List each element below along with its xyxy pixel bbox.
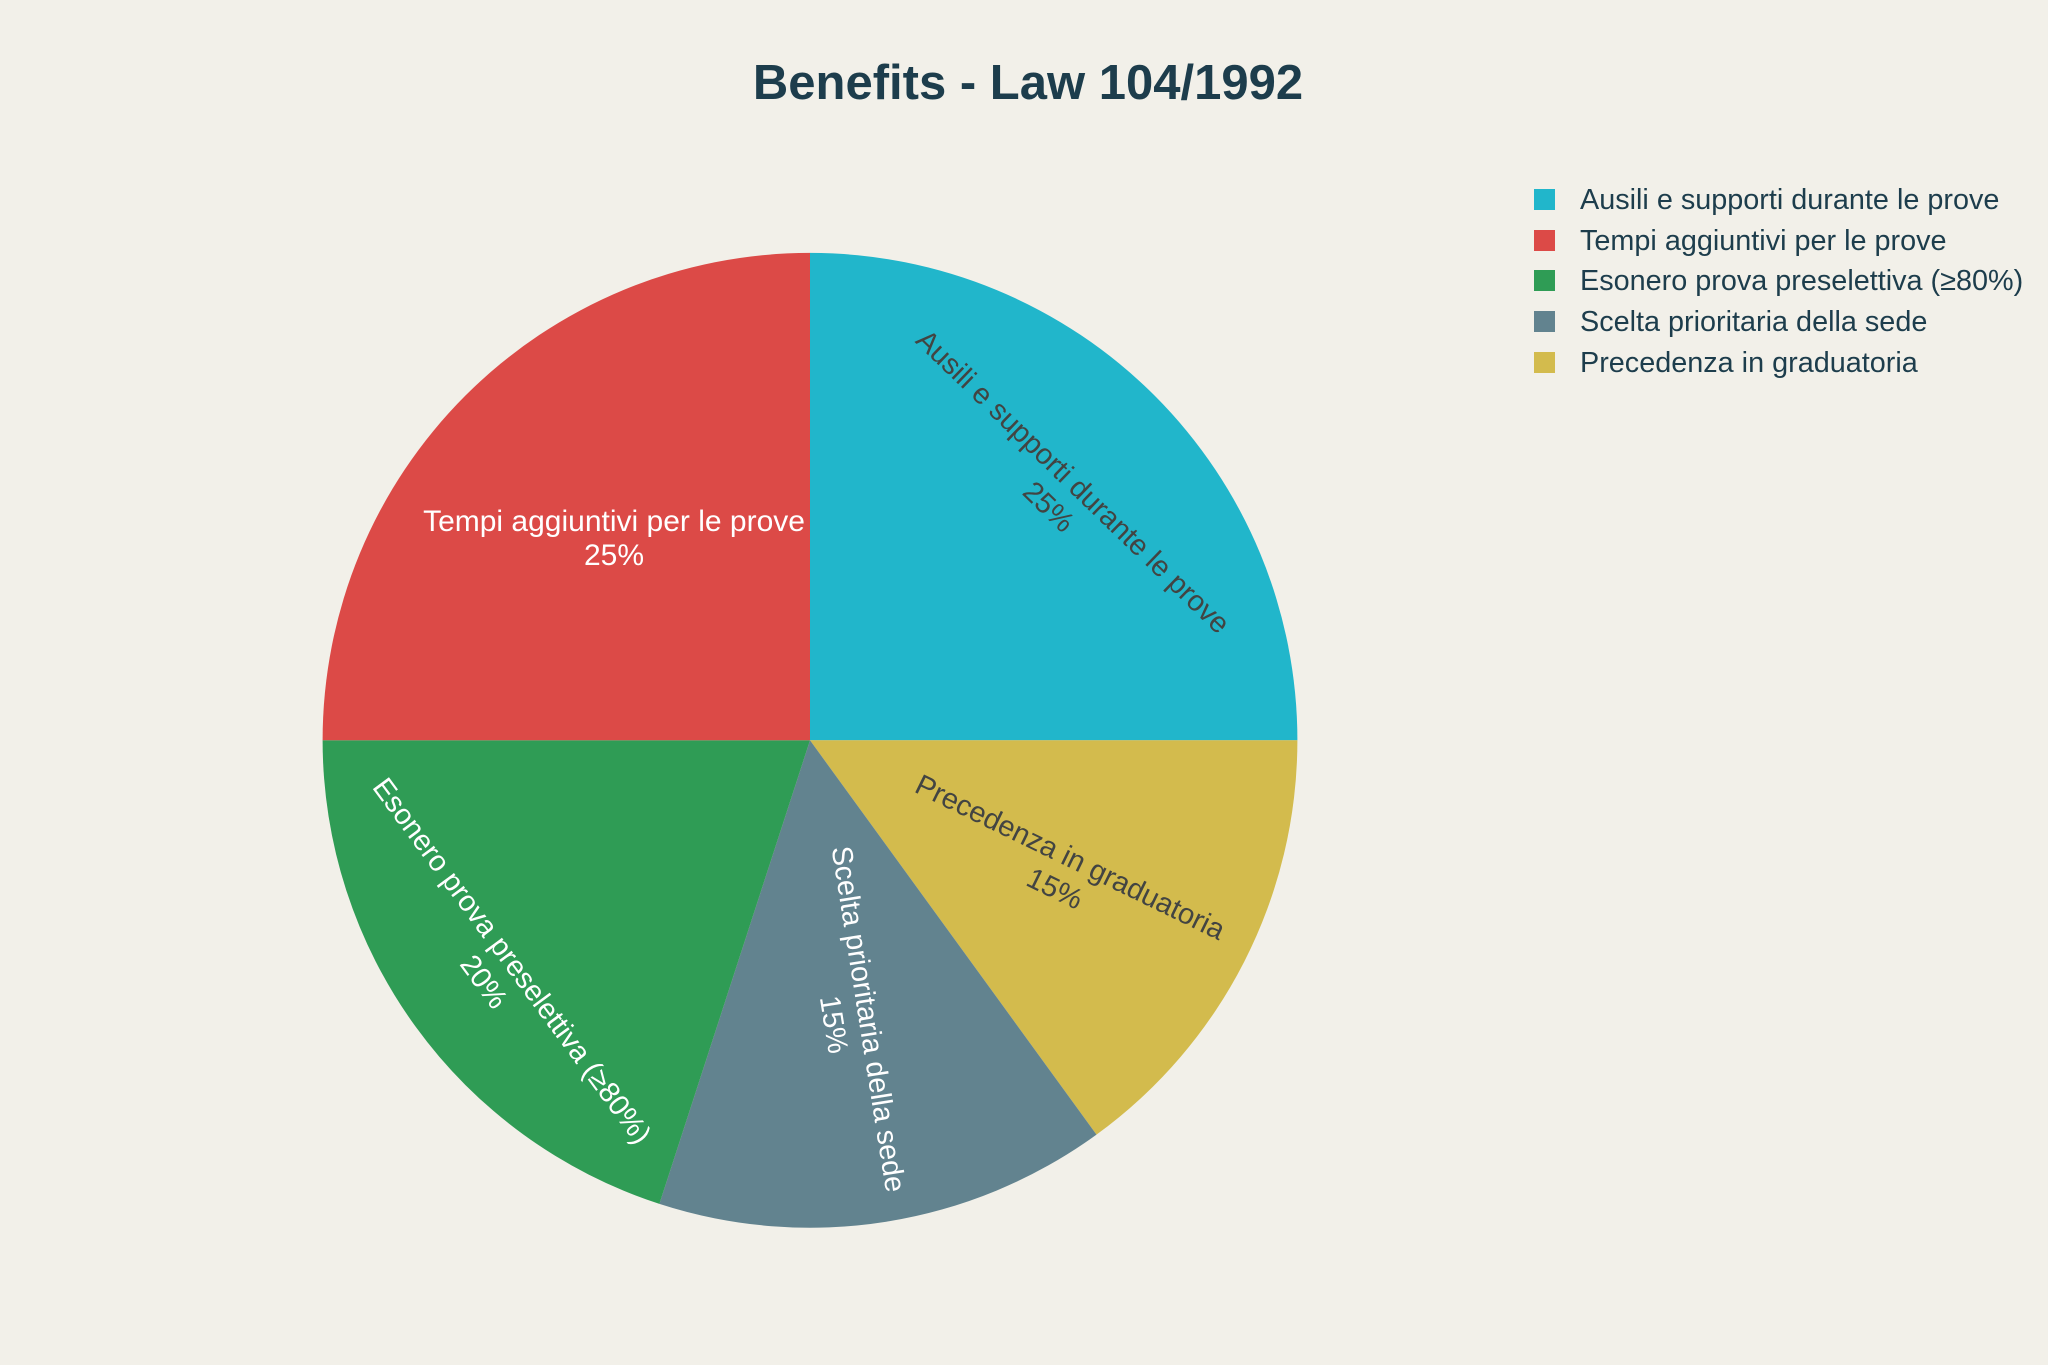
svg-text:Tempi aggiuntivi per le prove: Tempi aggiuntivi per le prove <box>423 505 805 538</box>
svg-text:Precedenza in graduatoria: Precedenza in graduatoria <box>1580 347 1919 379</box>
svg-text:Scelta prioritaria della sede: Scelta prioritaria della sede <box>1580 306 1927 338</box>
svg-text:Tempi aggiuntivi per le prove: Tempi aggiuntivi per le prove <box>1580 225 1947 257</box>
svg-text:Esonero prova preselettiva (≥8: Esonero prova preselettiva (≥80%) <box>1580 265 2023 297</box>
svg-text:Ausili e supporti durante le p: Ausili e supporti durante le prove <box>1580 184 1999 216</box>
svg-text:25%: 25% <box>584 539 644 572</box>
svg-text:Benefits - Law 104/1992: Benefits - Law 104/1992 <box>753 56 1303 110</box>
